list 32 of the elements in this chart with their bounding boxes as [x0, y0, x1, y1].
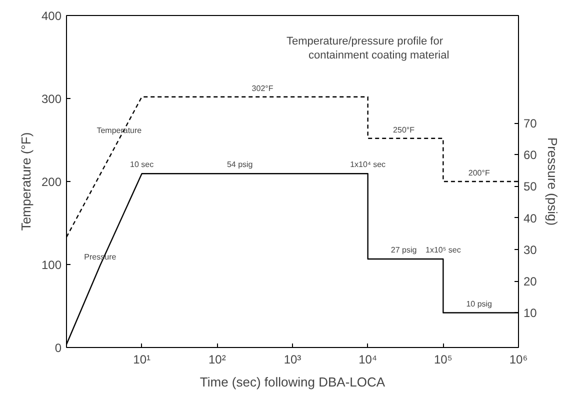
y2-tick-label: 40 — [524, 211, 538, 226]
y-axis-title: Temperature (°F) — [18, 132, 34, 231]
annotation: 54 psig — [226, 160, 253, 170]
y-tick-label: 0 — [54, 341, 62, 355]
annotation: 27 psig — [390, 246, 417, 255]
annotation: 10 sec — [130, 160, 154, 170]
x-tick-label: 10³ — [284, 352, 302, 366]
y2-axis-title: Pressure (psig) — [544, 137, 560, 226]
x-axis-title: Time (sec) following DBA-LOCA — [200, 374, 386, 390]
y-tick-label: 300 — [41, 92, 62, 106]
annotation: 302°F — [252, 84, 274, 93]
x-tick-label: 10⁵ — [434, 352, 452, 366]
y2-tick-label: 20 — [524, 274, 538, 289]
y2-tick-label: 30 — [524, 242, 538, 257]
y2-tick-label: 10 — [524, 306, 538, 320]
x-tick-label: 10⁶ — [509, 352, 528, 366]
annotation: 200°F — [468, 168, 490, 178]
annotation: 250°F — [393, 125, 415, 134]
y2-tick-label: 60 — [524, 148, 538, 162]
y-tick-label: 100 — [41, 258, 62, 272]
annotation: 1x10⁴ sec — [350, 160, 386, 170]
y2-tick-label: 70 — [524, 116, 538, 131]
annotation: Temperature — [96, 126, 142, 136]
y-tick-label: 400 — [41, 9, 62, 23]
y-tick-label: 200 — [41, 175, 62, 189]
annotation: 1x10⁵ sec — [426, 246, 461, 255]
annotation: 10 psig — [466, 300, 492, 309]
x-tick-label: 10⁴ — [358, 352, 378, 366]
text: Temperature/pressure profile for containment coating material — [286, 36, 450, 62]
x-tick-label: 10¹ — [133, 352, 151, 366]
x-tick-label: 10² — [208, 352, 226, 366]
y2-tick-label: 50 — [524, 180, 538, 194]
